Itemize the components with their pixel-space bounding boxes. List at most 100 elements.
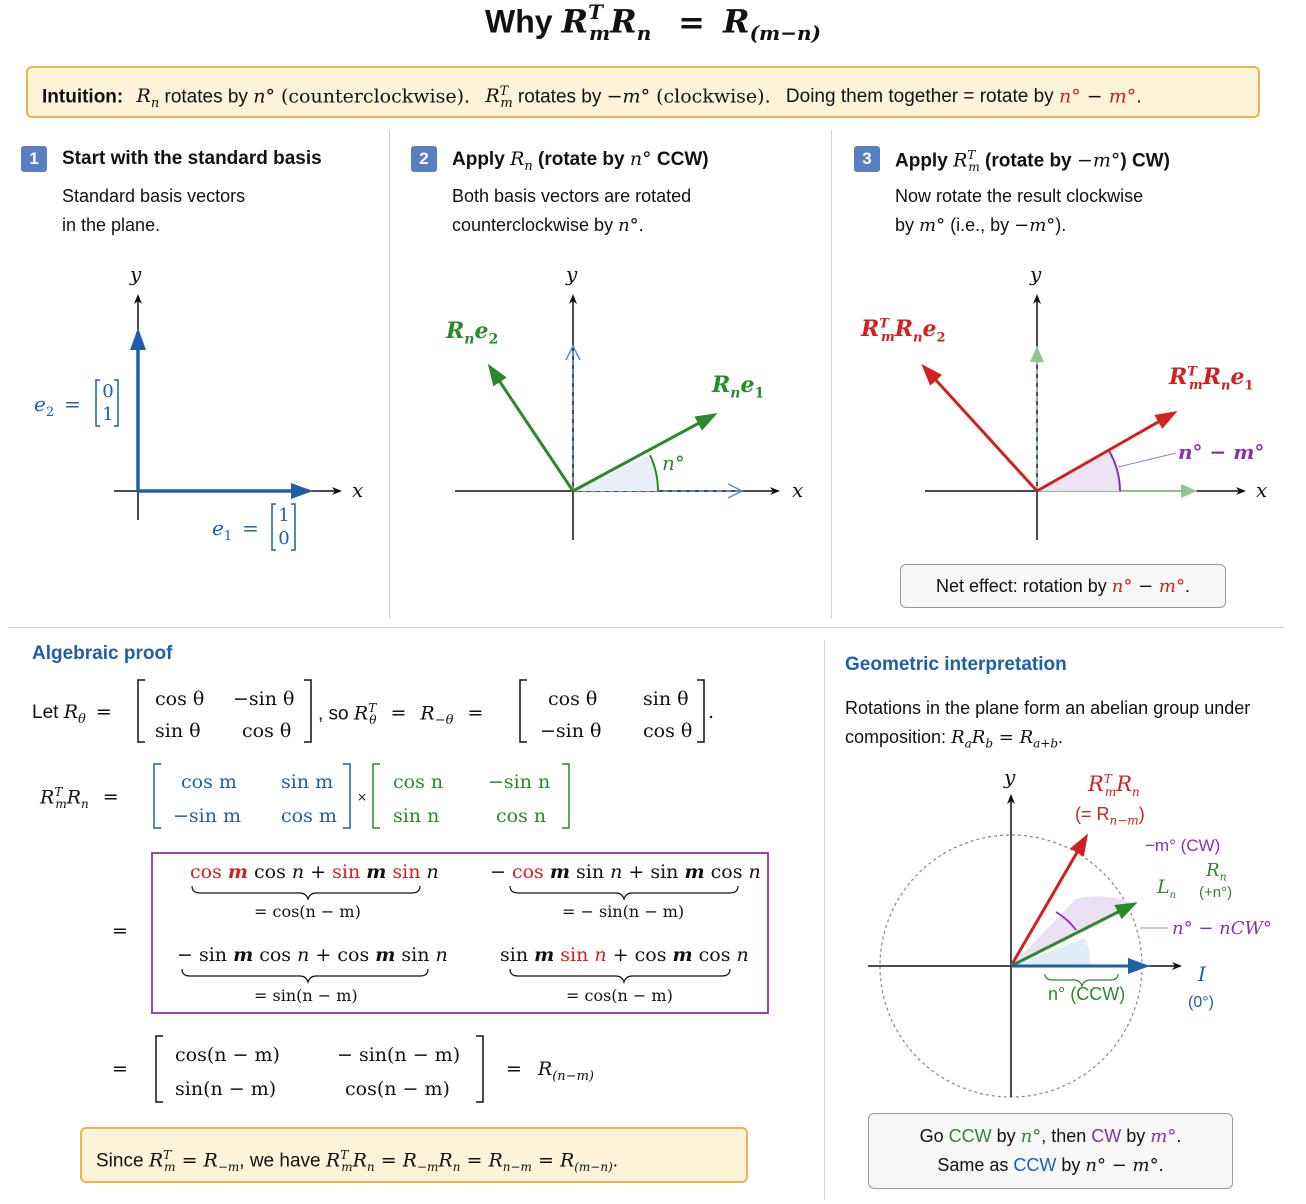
intuition-box: Intuition: Rn rotates by n° (countercloc… xyxy=(26,66,1260,118)
p1-y-label: y xyxy=(130,262,142,286)
step-2-badge: 2 xyxy=(411,146,437,172)
p3-l1-r2-sub: n xyxy=(913,330,923,346)
geo-desc-rb-sub: b xyxy=(985,736,994,751)
rtrn-eq: = xyxy=(102,786,119,809)
rt-10: sin θ xyxy=(155,720,201,742)
p21-a: − sin xyxy=(177,944,234,966)
p11-d: n xyxy=(291,861,305,883)
step-2-desc-2a: counterclockwise by xyxy=(452,215,619,235)
rn-bracket-l xyxy=(372,763,380,829)
title-sup: T xyxy=(588,0,603,24)
step-2-title-d: CCW) xyxy=(651,149,709,170)
p21-f: m xyxy=(375,944,396,966)
geo-angle-fill xyxy=(1011,896,1134,966)
since-n: R xyxy=(559,1149,575,1172)
p22-h: n xyxy=(736,944,749,966)
p1-e2-v0: 0 xyxy=(102,381,114,402)
geo-desc-period: . xyxy=(1058,727,1064,747)
since-o: . xyxy=(612,1150,619,1172)
net-period: . xyxy=(1184,576,1190,596)
geo-desc-ra-sub: a xyxy=(964,736,972,751)
goccw-l1d: n° xyxy=(1020,1126,1042,1147)
p12-f: + sin xyxy=(622,861,685,883)
since-j-sub: n xyxy=(452,1160,461,1175)
rt-11: cos θ xyxy=(242,720,292,742)
p1-e1-eq: = xyxy=(242,516,259,540)
geo-purple-label: n° − nCW° xyxy=(1172,918,1272,939)
step-3-desc-2c: (i.e., by xyxy=(945,215,1015,235)
r-theta-matrix: cos θ −sin θ sin θ cos θ xyxy=(155,683,294,747)
geo-desc-ra: R xyxy=(951,727,965,748)
since-k: = xyxy=(460,1149,489,1172)
p11-f: sin xyxy=(332,861,367,883)
let-r: R xyxy=(63,701,79,723)
p3-rtrne2-label: RTmRne2 xyxy=(861,316,946,345)
goccw-l1e: , then xyxy=(1041,1126,1092,1146)
geo-desc-rb: R xyxy=(971,727,986,748)
p1-e2-sub: 2 xyxy=(45,405,55,420)
rtrn-lhs: RTmRn = xyxy=(40,785,119,811)
goccw-l1a: Go xyxy=(919,1126,949,1146)
step-2-desc-2: counterclockwise by n°. xyxy=(452,211,691,240)
rtt-10: −sin θ xyxy=(540,720,602,742)
p2-rne1-label: Rne1 xyxy=(712,372,764,401)
geometric-title: Geometric interpretation xyxy=(845,654,1067,675)
title-rn: R xyxy=(610,2,637,41)
goccw-l1f: CW xyxy=(1091,1126,1122,1146)
geo-desc-2: composition: RaRb = Ra+b. xyxy=(845,723,1250,759)
p1-x-label: x xyxy=(352,478,364,502)
r-theta-bracket-l xyxy=(137,679,145,743)
algebra-brackets xyxy=(137,679,705,1103)
step-3-title-sup: T xyxy=(967,148,976,162)
step-2-title: Apply Rn (rotate by n° CCW) xyxy=(452,148,709,174)
p1-e2-e: e xyxy=(34,392,46,416)
r-theta-t-bracket-r xyxy=(697,679,705,743)
underbrace-21 xyxy=(181,968,429,984)
p3-l2-sub: m xyxy=(1188,378,1203,394)
prod-11: cos m cos n + sin m sin n xyxy=(190,861,439,883)
p1-e1-v0: 1 xyxy=(278,505,290,526)
p22-a: sin xyxy=(500,944,535,966)
step-3-title-r: R xyxy=(953,149,968,172)
step-2-title-r: R xyxy=(510,148,525,170)
goccw-l2d: n° xyxy=(1085,1155,1107,1176)
rn-11: cos n xyxy=(496,805,547,827)
p2-rne2-label: Rne2 xyxy=(446,318,498,347)
fm-10: sin(n − m) xyxy=(175,1078,277,1100)
rt-01: −sin θ xyxy=(233,688,295,710)
so-period: . xyxy=(708,701,715,723)
final-sub: (n−m) xyxy=(552,1068,594,1084)
p21-b: m xyxy=(233,944,254,966)
goccw-l1c: by xyxy=(991,1126,1021,1146)
rtrn-sup: T xyxy=(54,785,63,799)
p21-g: sin xyxy=(395,944,436,966)
step-2-title-b: (rotate by xyxy=(532,149,630,170)
step-3-title-d: ) CW) xyxy=(1120,150,1170,172)
since-m: = xyxy=(531,1149,560,1172)
p1-e2-bracket-r xyxy=(114,379,119,427)
product-box xyxy=(151,852,769,1014)
p1-e1-sub: 1 xyxy=(223,529,233,544)
so-r2: R xyxy=(420,702,435,725)
intuition-text-4: (clockwise). xyxy=(650,85,771,108)
intuition-rn: R xyxy=(136,85,151,108)
p11-b: m xyxy=(227,861,248,883)
geo-red-sup: T xyxy=(1103,772,1112,786)
geo-i-label: I xyxy=(1198,962,1206,986)
underbrace-12 xyxy=(509,885,739,901)
p2-angle-label: n° xyxy=(662,451,685,475)
p3-angle-leader xyxy=(1117,452,1177,468)
p1-e2-v1: 1 xyxy=(102,404,114,425)
geo-ln-label: Ln xyxy=(1157,876,1176,901)
rn-01: −sin n xyxy=(488,771,551,793)
rm-01: sin m xyxy=(281,771,334,793)
p22-f: m xyxy=(672,944,693,966)
p2-rne1-e-sub: 1 xyxy=(754,385,765,402)
geo-red-label: RTmRn xyxy=(1088,772,1140,799)
geo-desc-2a: composition: xyxy=(845,727,952,747)
intuition-text-1: rotates by xyxy=(159,86,254,108)
p22-b: m xyxy=(534,944,555,966)
step-1-title: Start with the standard basis xyxy=(62,148,322,169)
goccw-l1b: CCW xyxy=(948,1126,992,1146)
